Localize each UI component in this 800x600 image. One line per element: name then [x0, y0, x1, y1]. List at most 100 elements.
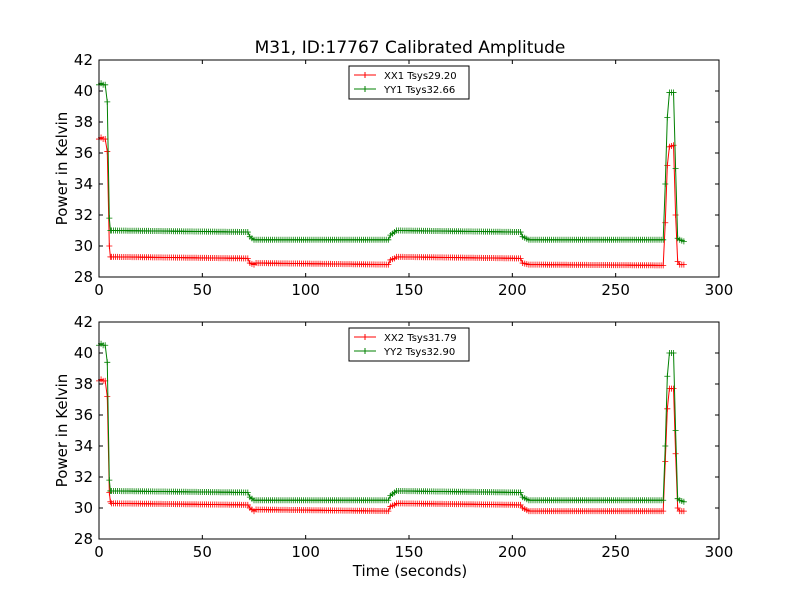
legend-marker: [362, 348, 368, 354]
y-tick-label: 32: [74, 206, 93, 224]
legend-marker: [362, 334, 368, 340]
data-point: [672, 165, 679, 172]
data-point: [664, 162, 671, 169]
x-tick-label: 100: [291, 543, 320, 561]
data-point: [517, 229, 524, 236]
y-tick-label: 40: [74, 82, 93, 100]
y-tick-label: 30: [74, 237, 93, 255]
y-tick-label: 42: [74, 51, 93, 69]
y-tick-label: 28: [74, 530, 93, 548]
data-point: [672, 212, 679, 218]
x-tick-label: 200: [498, 281, 527, 299]
data-point: [664, 373, 671, 380]
legend: XX2 Tsys31.79 YY2 Tsys32.90: [348, 327, 470, 362]
legend-marker: [362, 72, 368, 78]
data-point: [385, 508, 392, 515]
y-tick-label: 38: [74, 113, 93, 131]
data-point: [104, 393, 111, 400]
x-tick-label: 250: [601, 543, 630, 561]
x-tick-label: 150: [395, 543, 424, 561]
y-tick-label: 40: [74, 344, 93, 362]
data-point: [660, 508, 667, 515]
data-point: [104, 98, 111, 105]
legend-label: YY1 Tsys32.66: [383, 85, 455, 96]
subplots: 0 50 100 150 200 250 3002830323436384042Power …: [53, 51, 733, 561]
series-1: [96, 376, 687, 515]
y-tick-label: 30: [74, 499, 93, 517]
data-point: [244, 255, 251, 262]
data-point: [244, 229, 251, 236]
data-point: [662, 458, 669, 465]
y-tick-label: 28: [74, 268, 93, 286]
legend-box: [348, 65, 470, 100]
data-point: [670, 350, 677, 356]
x-tick-label: 100: [291, 281, 320, 299]
data-point: [680, 261, 687, 268]
data-point: [385, 236, 392, 243]
x-tick-label: 0: [94, 281, 104, 299]
data-point: [102, 342, 109, 349]
data-point: [660, 262, 667, 269]
y-tick-label: 34: [74, 175, 93, 193]
data-point: [672, 450, 679, 457]
data-point: [670, 89, 677, 96]
data-point: [680, 508, 687, 515]
legend-label: XX2 Tsys31.79: [384, 333, 457, 344]
x-axis-label: Time (seconds): [352, 562, 468, 580]
x-tick-label: 150: [395, 281, 424, 299]
data-point: [680, 498, 687, 505]
data-point: [517, 501, 524, 508]
data-point: [244, 501, 251, 508]
figure-title: M31, ID:17767 Calibrated Amplitude: [255, 38, 566, 58]
data-point: [660, 236, 667, 243]
data-point: [670, 385, 677, 392]
y-tick-label: 32: [74, 468, 93, 486]
data-point: [680, 238, 687, 245]
x-tick-label: 300: [705, 543, 734, 561]
x-tick-label: 50: [193, 281, 212, 299]
x-tick-label: 0: [94, 543, 104, 561]
legend-label: XX1 Tsys29.20: [384, 71, 457, 82]
data-point: [106, 477, 113, 484]
data-point: [670, 142, 677, 149]
y-axis-label: Power in Kelvin: [53, 374, 71, 488]
data-point: [672, 427, 679, 434]
data-point: [662, 219, 669, 226]
legend-label: YY2 Tsys32.90: [383, 347, 455, 358]
data-point: [674, 258, 681, 265]
data-point: [662, 443, 669, 449]
y-tick-label: 36: [74, 144, 93, 162]
data-point: [106, 243, 113, 249]
y-tick-label: 38: [74, 375, 93, 393]
series-2: [96, 80, 687, 245]
data-point: [517, 255, 524, 262]
x-tick-label: 200: [498, 543, 527, 561]
x-tick-label: 50: [193, 543, 212, 561]
data-point: [385, 497, 392, 504]
data-point: [104, 148, 111, 155]
subplot-2: 0 50 100 150 200 250 300 28 30 32 34 36 38 40 42 Power …: [53, 313, 733, 561]
series-1: [96, 134, 687, 269]
legend: XX1 Tsys29.20 YY1 Tsys32.66: [348, 65, 470, 100]
y-axis-label: Power in Kelvin: [53, 112, 71, 226]
subplot-1: 0 50 100 150 200 250 300 28 30 32 34 36 38 40 42 Power …: [53, 51, 733, 299]
data-point: [517, 489, 524, 496]
data-point: [664, 405, 671, 412]
y-tick-label: 42: [74, 313, 93, 331]
x-tick-label: 250: [601, 281, 630, 299]
data-point: [385, 261, 392, 268]
series-2: [96, 340, 687, 505]
data-point: [660, 497, 667, 504]
data-point: [104, 359, 111, 366]
data-point: [662, 181, 669, 187]
data-point: [107, 498, 114, 505]
data-point: [664, 114, 671, 121]
data-point: [244, 489, 251, 496]
y-tick-label: 36: [74, 406, 93, 424]
legend-marker: [362, 86, 368, 92]
x-tick-label: 300: [705, 281, 734, 299]
data-point: [106, 215, 113, 222]
legend-box: [348, 327, 470, 362]
